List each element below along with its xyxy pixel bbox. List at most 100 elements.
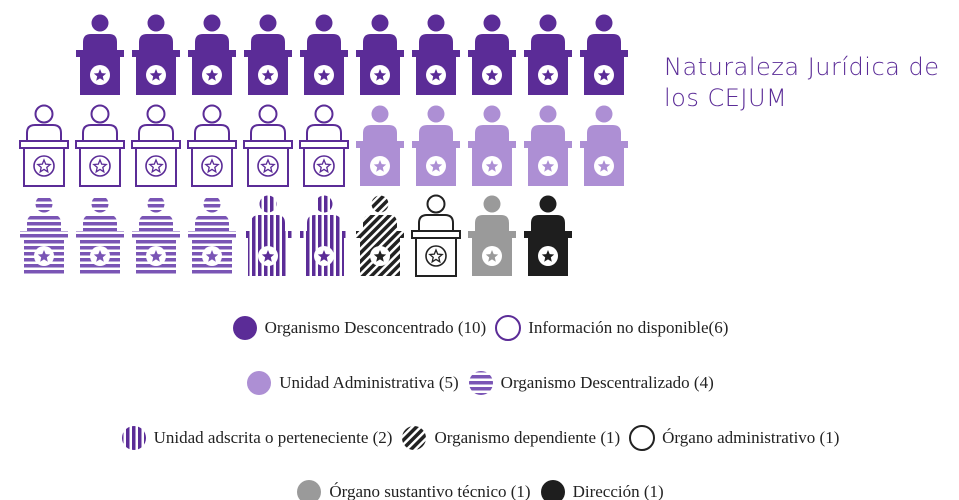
icon-head: [259, 195, 277, 213]
icon-star: [205, 250, 219, 262]
icon-star: [261, 69, 275, 81]
icon-body: [587, 125, 621, 141]
icon-ledge: [244, 50, 292, 57]
icon-head: [146, 104, 166, 124]
icon-head: [539, 14, 557, 32]
chart-title: Naturaleza Jurídica de los CEJUM: [664, 53, 940, 112]
icon-head: [202, 104, 222, 124]
legend-item: Órgano administrativo (1): [628, 424, 839, 452]
icon-ledge: [356, 231, 404, 238]
icon-star: [93, 69, 107, 81]
icon-ledge: [580, 141, 628, 148]
icon-body: [251, 34, 285, 50]
legend-label: Órgano administrativo (1): [662, 428, 840, 447]
icon-ledge: [468, 141, 516, 148]
swatch-circle: [468, 371, 493, 395]
pictogram-icon: [300, 14, 348, 95]
icon-star: [429, 69, 443, 81]
icon-body: [475, 34, 509, 50]
icon-ledge: [132, 50, 180, 57]
pictogram-icon: [132, 14, 180, 95]
icon-body: [531, 215, 565, 231]
pictogram-icon: [299, 104, 349, 187]
icon-body: [138, 124, 174, 142]
icon-body: [139, 215, 173, 231]
swatch-circle: [121, 426, 146, 450]
pictogram-icon: [468, 14, 516, 95]
pictogram-icon: [411, 194, 461, 277]
legend-label: Órgano sustantivo técnico (1): [329, 482, 531, 500]
icon-ledge: [76, 50, 124, 57]
pictogram-icon: [188, 195, 236, 276]
icon-badge: [145, 155, 167, 177]
legend-item: Organismo dependiente (1): [400, 424, 620, 452]
icon-ledge: [412, 141, 460, 148]
legend-swatch: [468, 371, 493, 395]
icon-ledge: [132, 231, 180, 238]
legend-item: Unidad Administrativa (5): [245, 369, 459, 397]
icon-star: [373, 160, 387, 172]
icon-star: [429, 160, 443, 172]
icon-ledge: [76, 231, 124, 238]
icon-head: [595, 14, 613, 32]
pictograph: [19, 14, 628, 277]
legend-label: Organismo dependiente (1): [434, 428, 621, 447]
legend-item: Organismo Desconcentrado (10): [231, 314, 487, 342]
icon-ledge: [188, 231, 236, 238]
icon-body: [194, 124, 230, 142]
icon-ledge: [411, 230, 461, 239]
pictogram-icon: [244, 14, 292, 95]
pictogram-icon: [243, 104, 293, 187]
icon-star: [541, 160, 555, 172]
icon-star: [36, 158, 52, 174]
pictogram-icon: [188, 14, 236, 95]
legend-label: Unidad adscrita o perteneciente (2): [153, 428, 393, 447]
pictogram-icon: [412, 105, 460, 186]
pictogram-icon: [356, 14, 404, 95]
icon-body: [363, 34, 397, 50]
pictogram-icon: [524, 14, 572, 95]
icon-ledge: [75, 140, 125, 149]
legend-swatch: [121, 426, 146, 450]
legend-label: Organismo Desconcentrado (10): [264, 318, 487, 337]
icon-star: [428, 248, 444, 264]
icon-head: [90, 104, 110, 124]
icon-body: [195, 215, 229, 231]
icon-badge: [201, 155, 223, 177]
icon-star: [148, 158, 164, 174]
pictogram-icon: [412, 14, 460, 95]
legend-label: Unidad Administrativa (5): [279, 373, 459, 392]
icon-ledge: [300, 50, 348, 57]
icon-head: [426, 194, 446, 214]
legend-swatch: [629, 425, 656, 451]
icon-star: [204, 158, 220, 174]
icon-body: [307, 215, 341, 231]
icon-star: [316, 158, 332, 174]
icon-star: [597, 69, 611, 81]
icon-body: [531, 34, 565, 50]
icon-ledge: [19, 140, 69, 149]
icon-head: [314, 104, 334, 124]
pictogram-icon: [580, 105, 628, 186]
legend-item: Órgano sustantivo técnico (1): [295, 478, 531, 500]
icon-body: [82, 124, 118, 142]
icon-body: [531, 125, 565, 141]
icon-body: [475, 215, 509, 231]
icon-star: [373, 250, 387, 262]
icon-head: [147, 14, 165, 32]
icon-star: [205, 69, 219, 81]
icon-star: [261, 250, 275, 262]
icon-ledge: [356, 141, 404, 148]
icon-body: [363, 125, 397, 141]
icon-badge: [257, 155, 279, 177]
icon-star: [597, 160, 611, 172]
icon-head: [483, 195, 501, 213]
icon-head: [91, 14, 109, 32]
icon-body: [250, 124, 286, 142]
pictogram-icon: [524, 105, 572, 186]
pictogram-icon: [524, 195, 572, 276]
icon-ledge: [468, 231, 516, 238]
legend-label: Información no disponible(6): [528, 318, 729, 337]
legend-item: Unidad adscrita o perteneciente (2): [120, 424, 393, 452]
